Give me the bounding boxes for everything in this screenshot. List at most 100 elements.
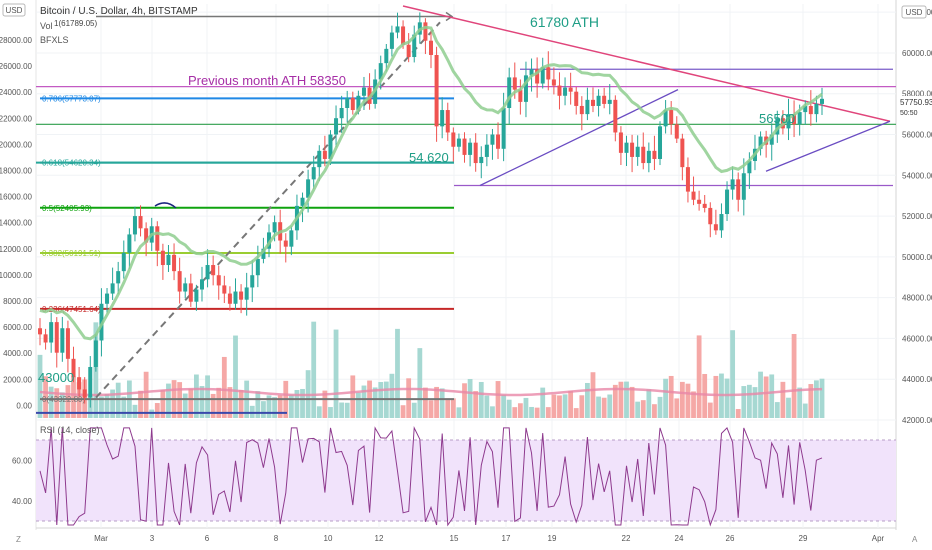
candle-body xyxy=(775,118,780,135)
volume-bar xyxy=(350,375,356,418)
rsi-band xyxy=(36,440,896,521)
candle-body xyxy=(758,136,763,149)
candle-body xyxy=(311,167,316,180)
volume-bar xyxy=(37,354,43,418)
candle-body xyxy=(356,95,361,111)
volume-bar xyxy=(791,333,797,418)
candle-body xyxy=(384,48,389,64)
candle-body xyxy=(227,293,232,304)
candle-body xyxy=(361,87,366,96)
time-tick-label: 6 xyxy=(205,534,210,543)
volume-bar xyxy=(143,371,149,418)
volume-bar xyxy=(635,401,641,418)
volume-bar xyxy=(685,383,691,418)
volume-bar xyxy=(629,386,635,418)
volume-bar xyxy=(579,395,585,418)
candle-body xyxy=(702,203,707,208)
currency-badge-right[interactable] xyxy=(901,5,927,19)
candle-body xyxy=(730,179,735,190)
left-tick-label: 20000.00 xyxy=(0,140,33,149)
volume-bar xyxy=(786,397,791,418)
left-tick-label: 18000.00 xyxy=(0,167,33,176)
volume-bar xyxy=(517,403,523,418)
candle-body xyxy=(233,291,238,304)
candle-body xyxy=(490,134,495,145)
candle-body xyxy=(205,265,210,280)
candle-body xyxy=(484,144,489,157)
rsi-series-line xyxy=(39,426,823,527)
chart-title[interactable]: Bitcoin / U.S. Dollar, 4h, BITSTAMP xyxy=(40,6,198,17)
rsi-label[interactable]: RSI (14, close) xyxy=(40,425,100,435)
candle-body xyxy=(546,67,551,80)
bottom-left-label[interactable]: Z xyxy=(16,535,21,544)
volume-bar xyxy=(568,390,574,418)
volume-bar xyxy=(115,382,121,418)
time-tick-label: 17 xyxy=(502,534,511,543)
volume-bar xyxy=(512,407,518,418)
volume-bar xyxy=(439,388,445,418)
candle-body xyxy=(60,328,65,353)
candle-body xyxy=(496,134,501,149)
candle-body xyxy=(456,138,461,147)
candle-body xyxy=(250,275,255,288)
candle-body xyxy=(378,63,383,80)
candle-body xyxy=(239,291,244,300)
candle-body xyxy=(272,222,277,233)
volume-bar xyxy=(261,401,266,418)
candle-body xyxy=(110,283,115,294)
volume-bar xyxy=(355,392,361,418)
bfxls-indicator-label[interactable]: BFXLS xyxy=(40,35,69,45)
candle-body xyxy=(222,285,227,294)
candle-body xyxy=(685,167,690,192)
candle-body xyxy=(71,358,76,378)
candle-body xyxy=(741,173,746,200)
candle-body xyxy=(267,232,272,249)
candle-body xyxy=(132,216,137,235)
dashed-trend xyxy=(95,21,441,399)
currency-badge-left[interactable] xyxy=(2,3,26,17)
volume-bar xyxy=(361,385,367,418)
candle-body xyxy=(719,214,724,231)
candle-body xyxy=(339,108,344,119)
volume-bar xyxy=(557,395,562,418)
volume-bar xyxy=(573,408,579,418)
volume-bar xyxy=(746,384,752,418)
price-tick-label: 46000.00 xyxy=(902,334,932,343)
left-tick-label: 24000.00 xyxy=(0,88,33,97)
candle-body xyxy=(658,126,663,159)
candle-body xyxy=(769,134,774,145)
volume-bar xyxy=(372,387,378,418)
bfxls-series-line xyxy=(39,25,823,341)
volume-bar xyxy=(618,381,624,418)
candle-body xyxy=(792,114,797,125)
volume-bar xyxy=(523,397,529,418)
candle-body xyxy=(65,328,70,359)
time-tick-label: 12 xyxy=(375,534,384,543)
fib-level-label: 0.786(57773.07) xyxy=(42,94,101,103)
vol-indicator-label[interactable]: Vol xyxy=(40,21,53,31)
volume-bar xyxy=(735,409,741,418)
time-tick-label: 10 xyxy=(324,534,333,543)
candle-body xyxy=(283,240,288,247)
volume-bar xyxy=(590,372,596,418)
level-56500-annotation: 56500 xyxy=(759,111,795,126)
volume-bar xyxy=(456,407,462,418)
candle-body xyxy=(328,134,333,159)
main-pane[interactable] xyxy=(36,4,896,420)
candle-body xyxy=(440,110,445,127)
candle-body xyxy=(529,69,534,76)
volume-bar xyxy=(478,381,484,418)
candle-body xyxy=(144,228,149,243)
volume-bar xyxy=(300,388,305,418)
volume-bar xyxy=(808,384,814,418)
candle-body xyxy=(618,132,623,153)
volume-bar xyxy=(601,397,607,418)
candle-body xyxy=(669,110,674,125)
candle-body xyxy=(121,252,126,272)
time-tick-label: Mar xyxy=(94,534,108,543)
volume-bar xyxy=(138,390,143,418)
trend-drawings xyxy=(36,5,896,414)
volume-bar xyxy=(132,404,138,418)
bottom-right-label[interactable]: A xyxy=(912,535,918,544)
